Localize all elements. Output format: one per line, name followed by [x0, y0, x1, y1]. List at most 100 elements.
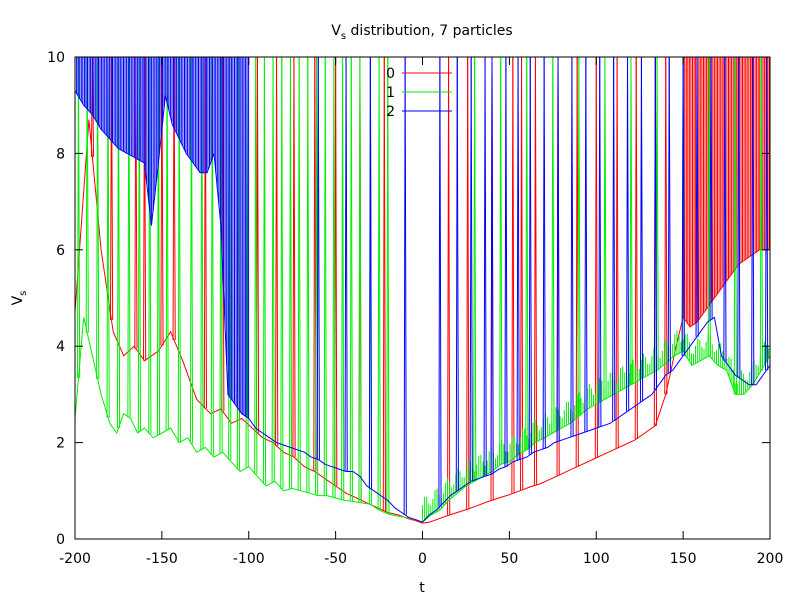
series-spike [387, 57, 390, 514]
series-spike [578, 57, 581, 417]
x-tick-label: 50 [500, 551, 518, 567]
series-spike [724, 57, 727, 361]
y-tick-label: 10 [47, 50, 65, 66]
series-spike [220, 57, 223, 454]
series-2 [75, 57, 770, 523]
series-dense-band [75, 57, 250, 419]
series-spike [526, 57, 529, 450]
series-spike [585, 57, 588, 432]
series-spike [738, 57, 741, 378]
series-spike [470, 57, 473, 482]
series-spike [505, 57, 508, 467]
series-spike [166, 57, 169, 431]
y-axis-title-sub: s [18, 291, 29, 296]
x-ticks: -200 -150 -100 -50 0 50 1 0 0 150 200 [59, 57, 783, 567]
chart-title-main: V [331, 23, 341, 39]
series-spike [256, 57, 260, 433]
series-spike [255, 57, 258, 475]
series-spike [500, 57, 503, 465]
series-spike [668, 57, 671, 373]
series-spike [640, 57, 644, 402]
series-spike [307, 57, 310, 493]
x-tick-label: -150 [146, 551, 178, 567]
series-spike [543, 57, 546, 449]
series-spike [656, 57, 659, 371]
series-spike [448, 57, 451, 516]
series-spike [557, 57, 560, 442]
chart-title-sub: s [341, 31, 346, 42]
y-tick-label: 0 [56, 532, 65, 548]
series-spike [190, 57, 194, 444]
series-spike [766, 57, 769, 371]
series-spike [350, 57, 353, 502]
series-spike [144, 57, 147, 361]
series-spike [272, 57, 275, 483]
series-spike [404, 57, 407, 515]
series-spike [110, 57, 114, 321]
x-tick-label: -50 [324, 551, 347, 567]
series-spike [682, 57, 685, 356]
series-spike [512, 57, 515, 494]
series-spike [161, 57, 164, 346]
series-spike [752, 57, 755, 385]
series-spike [359, 57, 362, 503]
x-tick-label: -100 [233, 551, 265, 567]
chart-title-rest: distribution, 7 particles [346, 23, 513, 39]
series-line [75, 119, 767, 524]
series-spike [630, 57, 633, 385]
series-spike [333, 57, 336, 498]
series-spike [289, 57, 293, 489]
series-spike [654, 57, 658, 390]
series-spike [529, 57, 532, 455]
series-spike [263, 57, 267, 485]
y-tick-label: 2 [56, 436, 65, 452]
legend: 0 1 2 [386, 66, 452, 120]
legend-label: 2 [386, 104, 395, 120]
series-spike [710, 57, 713, 320]
series-spike [517, 57, 520, 461]
y-tick-label: 4 [56, 339, 65, 355]
series-spike [383, 57, 386, 511]
x-tick-label: 200 [757, 551, 784, 567]
y-axis-title-main: V [10, 295, 26, 305]
series-spike [491, 57, 494, 474]
series-spike [345, 57, 348, 472]
legend-label: 0 [386, 66, 395, 82]
series-spike [439, 57, 442, 507]
y-tick-label: 8 [56, 146, 65, 162]
series-spike [467, 57, 470, 510]
series-spike [627, 57, 630, 412]
series-spike [77, 57, 81, 379]
series-spike [552, 57, 555, 433]
series-spike [760, 57, 764, 371]
y-tick-label: 6 [56, 243, 65, 259]
x-tick-label: 0 [418, 551, 427, 567]
series-spike [128, 57, 131, 418]
series-spike [456, 57, 459, 491]
series-spike [204, 57, 208, 409]
series-spike [604, 57, 607, 400]
series-spike [521, 57, 524, 491]
series-spike [696, 57, 699, 337]
series-layer [75, 57, 770, 524]
series-spike [613, 57, 616, 421]
series-spike [335, 57, 338, 486]
series-spike [173, 57, 176, 341]
x-tick-label: 150 [670, 551, 697, 567]
series-spike [378, 57, 381, 511]
series-spike [369, 57, 373, 489]
series-spike [665, 57, 668, 395]
series-spike [571, 57, 574, 437]
x-axis-title: t [419, 580, 425, 596]
legend-label: 1 [386, 85, 395, 101]
x-tick-label: -200 [59, 551, 91, 567]
series-spike [534, 57, 538, 486]
series-spike [484, 57, 487, 477]
series-spike [276, 57, 279, 446]
series-spike [324, 57, 327, 496]
series-spike [157, 57, 161, 435]
series-spike [474, 57, 477, 482]
